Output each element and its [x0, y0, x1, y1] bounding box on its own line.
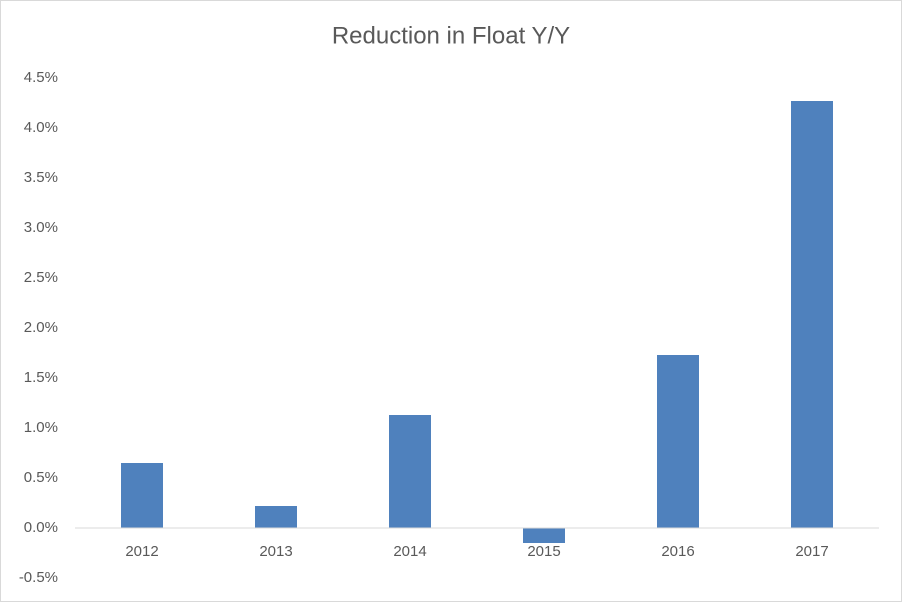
- y-tick-label: -0.5%: [19, 569, 58, 586]
- y-tick-label: 3.5%: [24, 169, 58, 186]
- x-tick-label: 2016: [661, 543, 694, 560]
- x-tick-label: 2017: [795, 543, 828, 560]
- y-tick-label: 0.5%: [24, 469, 58, 486]
- y-tick-label: 3.0%: [24, 219, 58, 236]
- bar: [121, 463, 163, 528]
- bar: [657, 355, 699, 528]
- bar: [255, 506, 297, 528]
- y-tick-label: 0.0%: [24, 519, 58, 536]
- y-tick-label: 4.5%: [24, 69, 58, 86]
- chart-title: Reduction in Float Y/Y: [332, 22, 570, 49]
- y-tick-label: 4.0%: [24, 119, 58, 136]
- bar: [389, 415, 431, 528]
- y-tick-label: 2.5%: [24, 269, 58, 286]
- x-tick-label: 2014: [393, 543, 426, 560]
- y-tick-label: 2.0%: [24, 319, 58, 336]
- x-tick-label: 2013: [259, 543, 292, 560]
- y-tick-label: 1.5%: [24, 369, 58, 386]
- bar: [791, 101, 833, 528]
- x-tick-label: 2012: [125, 543, 158, 560]
- y-tick-label: 1.0%: [24, 419, 58, 436]
- bar: [523, 528, 565, 543]
- x-tick-label: 2015: [527, 543, 560, 560]
